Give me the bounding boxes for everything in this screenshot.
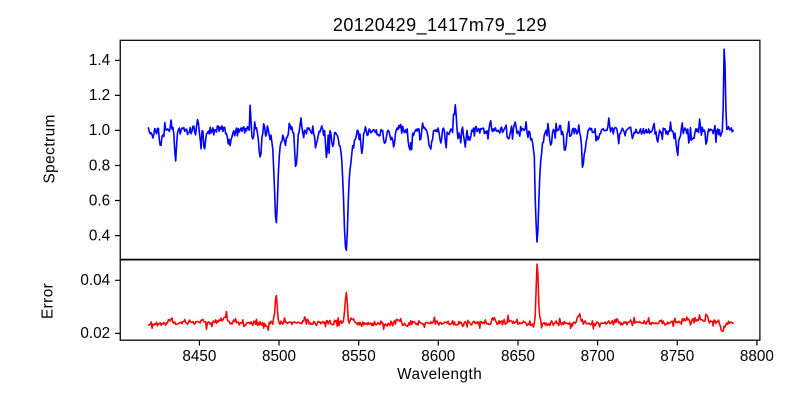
- svg-text:8600: 8600: [421, 348, 455, 365]
- svg-text:0.02: 0.02: [80, 325, 110, 342]
- svg-text:8500: 8500: [262, 348, 296, 365]
- svg-text:1.2: 1.2: [89, 87, 110, 104]
- svg-text:20120429_1417m79_129: 20120429_1417m79_129: [333, 15, 547, 36]
- svg-text:8800: 8800: [740, 348, 774, 365]
- svg-text:8650: 8650: [501, 348, 535, 365]
- svg-text:8550: 8550: [342, 348, 376, 365]
- svg-text:0.6: 0.6: [89, 192, 110, 209]
- svg-text:8750: 8750: [660, 348, 694, 365]
- svg-text:0.04: 0.04: [80, 272, 110, 289]
- svg-text:8450: 8450: [182, 348, 216, 365]
- svg-text:0.4: 0.4: [89, 227, 111, 244]
- svg-text:Error: Error: [40, 283, 57, 319]
- svg-text:8700: 8700: [581, 348, 615, 365]
- svg-text:1.0: 1.0: [89, 122, 110, 139]
- svg-text:0.8: 0.8: [89, 157, 110, 174]
- svg-text:Spectrum: Spectrum: [42, 114, 59, 183]
- svg-text:1.4: 1.4: [89, 52, 111, 69]
- svg-text:Wavelength: Wavelength: [397, 366, 482, 383]
